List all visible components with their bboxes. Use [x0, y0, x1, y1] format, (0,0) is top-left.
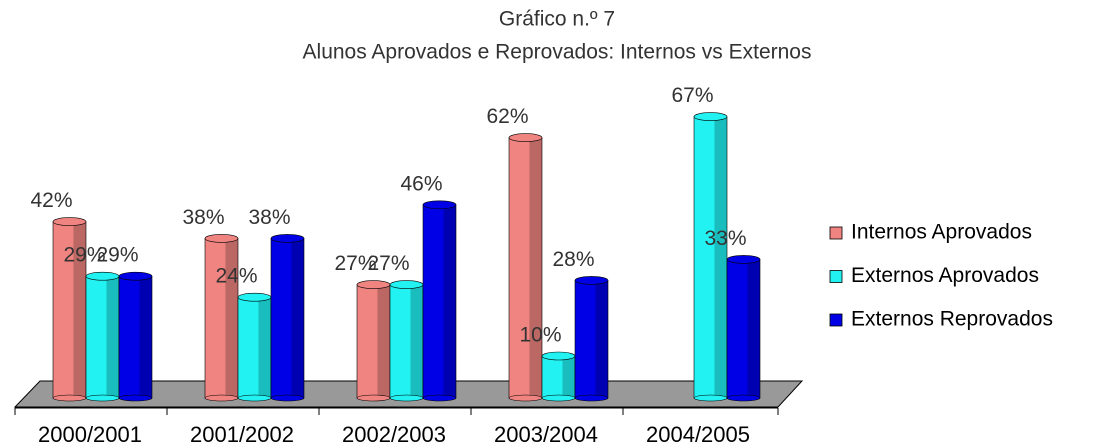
bar-bottom	[237, 394, 272, 402]
bar	[422, 200, 457, 402]
bar-top	[693, 112, 728, 121]
bar-bottom	[574, 394, 609, 402]
bar-body	[422, 204, 457, 399]
bar-top	[237, 292, 272, 302]
bar	[237, 292, 272, 402]
legend-swatch	[829, 226, 843, 240]
bar-body	[237, 296, 272, 399]
bar-body	[118, 275, 153, 399]
bar-bottom	[204, 394, 239, 402]
bar-shade	[258, 297, 271, 398]
bars	[52, 112, 761, 402]
bar-top	[52, 217, 87, 226]
bar-shade	[377, 284, 390, 398]
legend-swatch	[829, 313, 843, 327]
bar	[118, 271, 153, 402]
bar-shade	[714, 116, 727, 398]
bar-shade	[139, 276, 152, 398]
bar-body	[85, 275, 120, 399]
bar-body	[508, 137, 543, 399]
bar-top	[389, 280, 424, 289]
legend-label: Internos Aprovados	[851, 221, 1032, 244]
bar-bottom	[422, 394, 457, 402]
bar-bottom	[118, 394, 153, 402]
bar-top	[118, 271, 153, 281]
value-label: 38%	[248, 206, 290, 229]
bar-top	[422, 200, 457, 210]
legend-label: Externos Aprovados	[851, 264, 1039, 287]
value-label: 42%	[30, 189, 72, 212]
bar-body	[389, 284, 424, 399]
value-label: 28%	[552, 248, 594, 271]
x-ticks	[14, 408, 779, 415]
value-label: 46%	[400, 172, 442, 195]
value-label: 38%	[182, 206, 224, 229]
bar-bottom	[356, 394, 391, 402]
bar	[356, 280, 391, 402]
bar	[52, 217, 87, 402]
bar-shade	[562, 356, 575, 398]
bar	[270, 234, 305, 402]
bar-bottom	[52, 394, 87, 402]
bar	[726, 255, 761, 402]
value-label: 62%	[486, 105, 528, 128]
chart-title: Gráfico n.º 7	[499, 8, 615, 31]
value-label: 24%	[215, 265, 257, 288]
bar-top	[204, 234, 239, 243]
bar-shade	[747, 259, 760, 398]
bar-top	[541, 351, 576, 361]
bar	[693, 112, 728, 402]
x-tick-label: 2000/2001	[38, 422, 142, 447]
bar-shade	[410, 284, 423, 398]
bar	[389, 280, 424, 402]
x-tick-label: 2002/2003	[342, 422, 446, 447]
bar	[204, 234, 239, 402]
bar-shade	[106, 276, 119, 398]
legend-swatch	[829, 270, 843, 283]
value-label: 29%	[63, 244, 105, 267]
bar-bottom	[270, 394, 305, 402]
bar-top	[270, 234, 305, 243]
bar-bottom	[508, 394, 543, 402]
bar	[574, 276, 609, 402]
x-tick-label: 2004/2005	[646, 422, 750, 447]
bar-bottom	[85, 394, 120, 402]
x-tick-label: 2001/2002	[190, 422, 294, 447]
chart-subtitle: Alunos Aprovados e Reprovados: Internos …	[303, 41, 812, 64]
bar-bottom	[726, 394, 761, 402]
bar-bottom	[693, 394, 728, 402]
bar-bottom	[389, 394, 424, 402]
bar-shade	[595, 280, 608, 398]
value-label: 67%	[671, 84, 713, 107]
bar-top	[508, 133, 543, 142]
value-label: 27%	[334, 252, 376, 275]
bar-shade	[443, 204, 456, 398]
bar-shade	[73, 221, 86, 398]
value-label: 27%	[367, 252, 409, 275]
bar-body	[726, 259, 761, 399]
bar-top	[574, 276, 609, 285]
legend-label: Externos Reprovados	[851, 308, 1053, 331]
bar-shade	[291, 238, 304, 398]
bar-body	[204, 238, 239, 399]
bar-shade	[225, 238, 238, 398]
value-label: 29%	[96, 244, 138, 267]
x-tick-label: 2003/2004	[494, 422, 598, 447]
bar-top	[356, 280, 391, 289]
bar	[508, 133, 543, 402]
bar-bottom	[541, 394, 576, 402]
bar	[85, 271, 120, 402]
bar-body	[541, 355, 576, 399]
value-label: 10%	[519, 324, 561, 347]
bar-shade	[529, 137, 542, 398]
bar-top	[85, 271, 120, 281]
bar	[541, 351, 576, 402]
value-label: 33%	[704, 227, 746, 250]
bar-top	[726, 255, 761, 264]
